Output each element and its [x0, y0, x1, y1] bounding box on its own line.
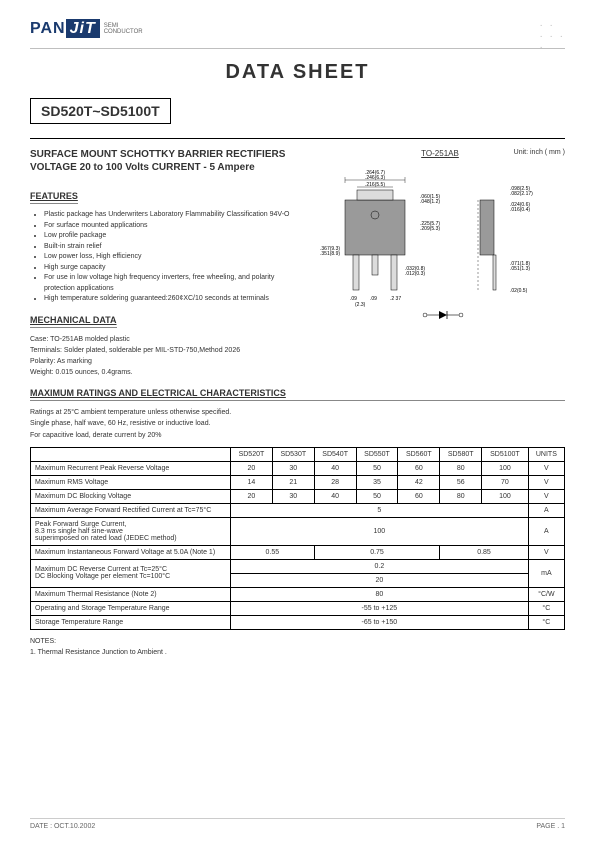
part-number: SD520T~SD5100T: [30, 98, 171, 124]
mech-line: Terminals: Solder plated, solderable per…: [30, 345, 305, 356]
logo-text: PANJiT: [30, 20, 100, 38]
subtitle-1: SURFACE MOUNT SCHOTTKY BARRIER RECTIFIER…: [30, 149, 305, 160]
notes-block: NOTES: 1. Thermal Resistance Junction to…: [30, 638, 565, 656]
row-label: Maximum DC Reverse Current at Tc=25°C DC…: [31, 559, 231, 587]
feature-item: Low power loss, High efficiency: [44, 252, 305, 263]
feature-item: For use in low voltage high frequency in…: [44, 273, 305, 294]
divider: [30, 138, 565, 139]
note-line: 1. Thermal Resistance Junction to Ambien…: [30, 649, 565, 656]
row-label: Storage Temperature Range: [31, 615, 231, 629]
ratings-title: MAXIMUM RATINGS AND ELECTRICAL CHARACTER…: [30, 388, 565, 401]
ratings-notes: Ratings at 25°C ambient temperature unle…: [30, 407, 565, 441]
feature-item: Low profile package: [44, 231, 305, 242]
table-row: Maximum Thermal Resistance (Note 2) 80 °…: [31, 587, 565, 601]
row-label: Maximum Recurrent Peak Reverse Voltage: [31, 461, 231, 475]
features-title: FEATURES: [30, 191, 78, 204]
table-row: Storage Temperature Range -65 to +150 °C: [31, 615, 565, 629]
logo-block: PANJiT SEMI CONDUCTOR: [30, 20, 565, 38]
rating-note: For capacitive load, derate current by 2…: [30, 430, 565, 441]
col-header: UNITS: [528, 447, 564, 461]
feature-item: High surge capacity: [44, 263, 305, 274]
logo-sub: SEMI CONDUCTOR: [104, 23, 143, 35]
logo-pan: PAN: [30, 20, 66, 37]
col-header: SD520T: [231, 447, 273, 461]
col-header: SD540T: [314, 447, 356, 461]
footer-date: DATE : OCT.10.2002: [30, 823, 95, 830]
table-row: Peak Forward Surge Current, 8.3 ms singl…: [31, 517, 565, 545]
col-header: SD560T: [398, 447, 440, 461]
dim: .351(8.9): [320, 251, 340, 257]
col-header: SD550T: [356, 447, 398, 461]
notes-title: NOTES:: [30, 638, 565, 645]
row-label: Maximum Thermal Resistance (Note 2): [31, 587, 231, 601]
dim: .048(1.2): [420, 199, 440, 205]
unit-label: Unit: inch ( mm ): [514, 149, 565, 156]
mech-line: Weight: 0.015 ounces, 0.4grams.: [30, 367, 305, 378]
col-header: SD530T: [272, 447, 314, 461]
table-row: Maximum Recurrent Peak Reverse Voltage 2…: [31, 461, 565, 475]
page-footer: DATE : OCT.10.2002 PAGE . 1: [30, 818, 565, 830]
table-header-row: SD520T SD530T SD540T SD550T SD560T SD580…: [31, 447, 565, 461]
table-row: Maximum Average Forward Rectified Curren…: [31, 503, 565, 517]
row-label: Maximum Instantaneous Forward Voltage at…: [31, 545, 231, 559]
mech-line: Case: TO-251AB molded plastic: [30, 334, 305, 345]
dim: .2 37: [390, 296, 401, 302]
dim: .02(0.5): [510, 288, 528, 294]
row-label: Maximum Average Forward Rectified Curren…: [31, 503, 231, 517]
mech-data: Case: TO-251AB molded plastic Terminals:…: [30, 334, 305, 379]
table-row: Maximum RMS Voltage 14212835425670V: [31, 475, 565, 489]
spec-table: SD520T SD530T SD540T SD550T SD560T SD580…: [30, 447, 565, 630]
subtitle-2: VOLTAGE 20 to 100 Volts CURRENT - 5 Ampe…: [30, 162, 305, 173]
dim: .09: [370, 296, 377, 302]
row-label: Peak Forward Surge Current, 8.3 ms singl…: [31, 517, 231, 545]
doc-title: DATA SHEET: [30, 61, 565, 84]
dim: .246(6.3): [365, 175, 385, 181]
row-label: Maximum RMS Voltage: [31, 475, 231, 489]
row-label: Maximum DC Blocking Voltage: [31, 489, 231, 503]
table-row: Maximum DC Blocking Voltage 203040506080…: [31, 489, 565, 503]
dim: .012(0.3): [405, 271, 425, 277]
feature-item: For surface mounted applications: [44, 221, 305, 232]
logo-jit: JiT: [66, 19, 100, 38]
table-row: Maximum Instantaneous Forward Voltage at…: [31, 545, 565, 559]
mech-title: MECHANICAL DATA: [30, 315, 117, 328]
table-row: Maximum DC Reverse Current at Tc=25°C DC…: [31, 559, 565, 587]
feature-item: High temperature soldering guaranteed:26…: [44, 294, 305, 305]
rating-note: Ratings at 25°C ambient temperature unle…: [30, 407, 565, 418]
feature-item: Built-in strain relief: [44, 242, 305, 253]
corner-dots-icon: · ·· · ··: [539, 20, 565, 53]
col-header: SD580T: [440, 447, 482, 461]
package-diagram: .264(6.7) .246(6.3) .216(5.5) .060(1.5) …: [315, 160, 555, 330]
dim: .209(5.3): [420, 226, 440, 232]
rating-note: Single phase, half wave, 60 Hz, resistiv…: [30, 418, 565, 429]
mech-line: Polarity: As marking: [30, 356, 305, 367]
footer-page: PAGE . 1: [536, 823, 565, 830]
dim: .216(5.5): [365, 182, 385, 188]
col-header: SD5100T: [482, 447, 529, 461]
feature-item: Plastic package has Underwriters Laborat…: [44, 210, 305, 221]
divider: [30, 48, 565, 49]
row-label: Operating and Storage Temperature Range: [31, 601, 231, 615]
dim: (2.3): [355, 302, 366, 308]
table-row: Operating and Storage Temperature Range …: [31, 601, 565, 615]
dim: .016(0.4): [510, 207, 530, 213]
features-list: Plastic package has Underwriters Laborat…: [44, 210, 305, 305]
dim: .082(2.17): [510, 191, 533, 197]
dim: .051(1.3): [510, 266, 530, 272]
